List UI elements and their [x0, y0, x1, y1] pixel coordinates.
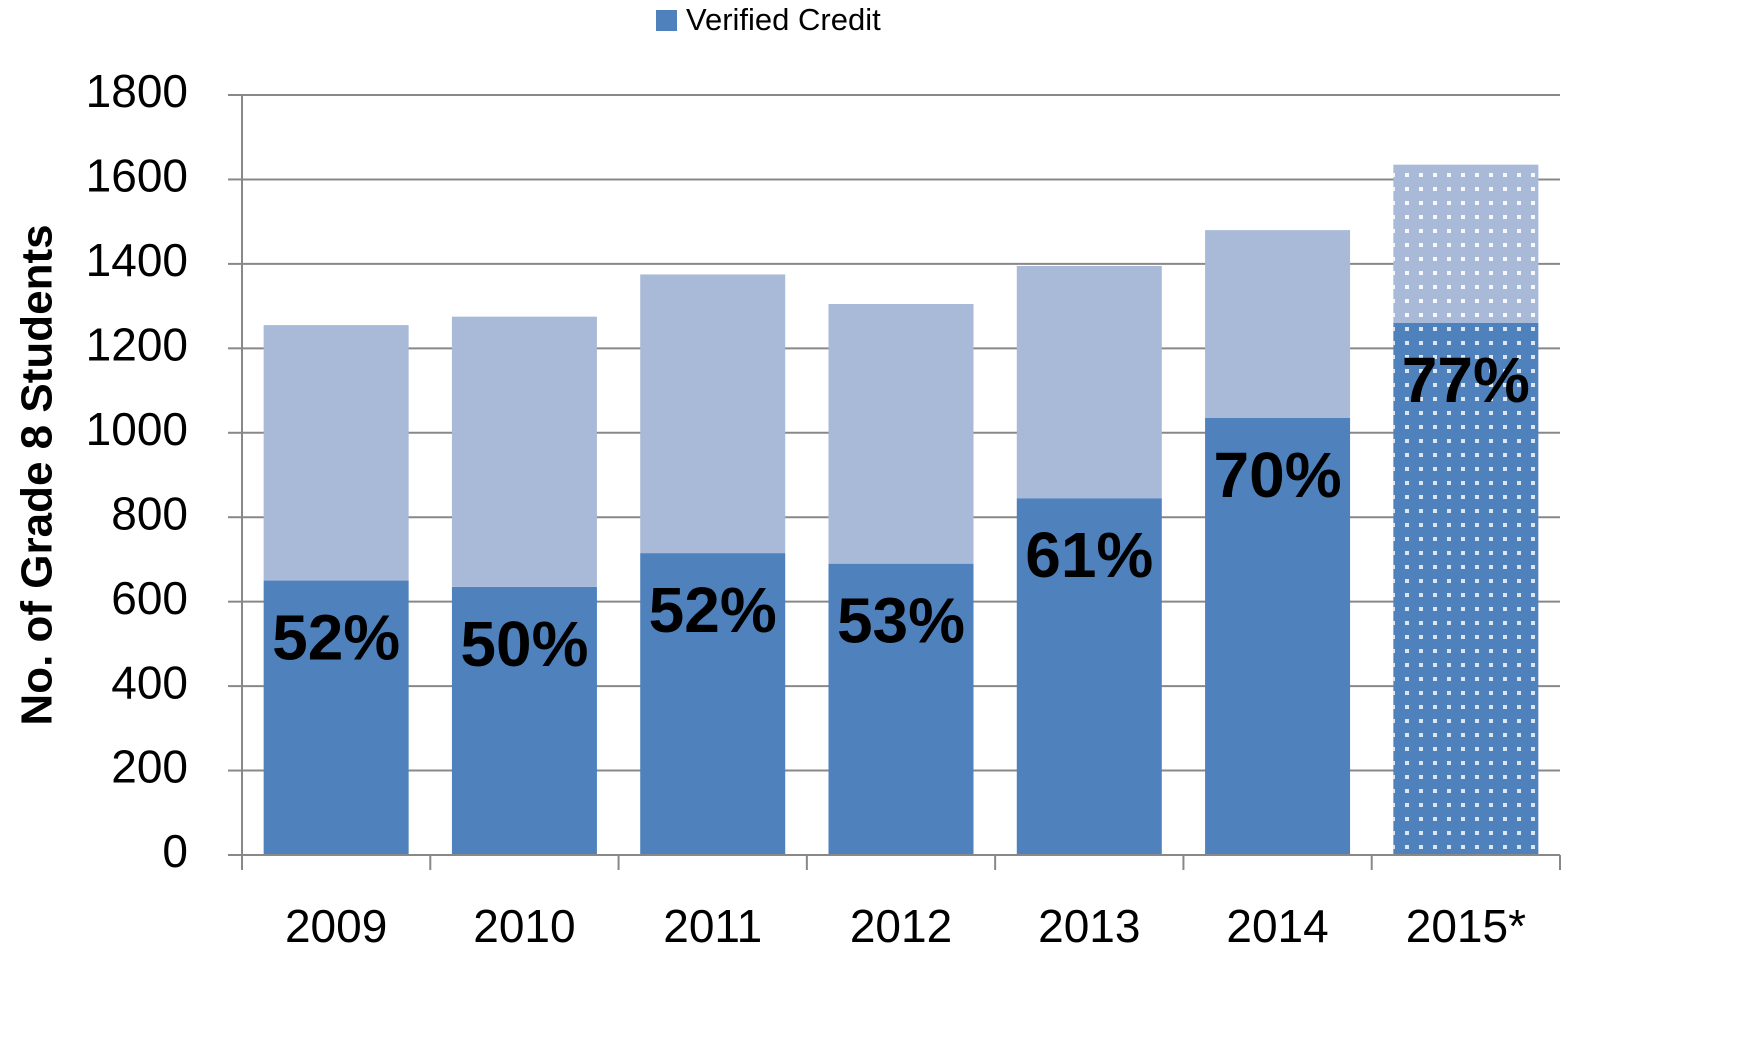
x-tick-label: 2011	[663, 900, 762, 952]
bar-segment	[1016, 498, 1162, 855]
legend-label: Verified Credit	[686, 2, 881, 37]
bar-segment	[1205, 230, 1351, 418]
bar-label: 52%	[272, 601, 400, 673]
bar-segment	[263, 325, 409, 581]
x-tick-label: 2010	[473, 900, 575, 952]
y-axis-title: No. of Grade 8 Students	[13, 224, 62, 725]
bar-segment	[828, 563, 974, 855]
x-tick-label: 2009	[285, 900, 387, 952]
y-tick-label: 1800	[86, 65, 188, 117]
bar-segment	[451, 316, 597, 587]
y-tick-label: 800	[111, 487, 188, 539]
bar-segment	[263, 580, 409, 855]
bar-segment	[828, 304, 974, 564]
bar-segment	[451, 586, 597, 855]
y-tick-label: 1000	[86, 403, 188, 455]
x-tick-label: 2012	[850, 900, 952, 952]
y-tick-label: 1200	[86, 318, 188, 370]
y-tick-label: 600	[111, 572, 188, 624]
bar-label: 70%	[1214, 439, 1342, 511]
bar-label: 61%	[1025, 519, 1153, 591]
bar-segment	[640, 274, 786, 554]
y-tick-label: 1600	[86, 150, 188, 202]
x-tick-label: 2015*	[1406, 900, 1526, 952]
legend-swatch	[656, 10, 677, 31]
x-tick-label: 2013	[1038, 900, 1140, 952]
bar-segment	[1016, 266, 1162, 499]
bar-label: 52%	[649, 574, 777, 646]
bar-segment	[1205, 418, 1351, 855]
bar-label: 50%	[460, 608, 588, 680]
x-tick-label: 2014	[1226, 900, 1328, 952]
y-tick-label: 1400	[86, 234, 188, 286]
bar-segment	[640, 553, 786, 855]
y-tick-label: 0	[162, 825, 188, 877]
bar-label: 53%	[837, 585, 965, 657]
dot-pattern	[1393, 164, 1539, 323]
dot-pattern	[1393, 323, 1539, 855]
y-tick-label: 200	[111, 741, 188, 793]
y-tick-label: 400	[111, 656, 188, 708]
bar-label: 77%	[1402, 344, 1530, 416]
